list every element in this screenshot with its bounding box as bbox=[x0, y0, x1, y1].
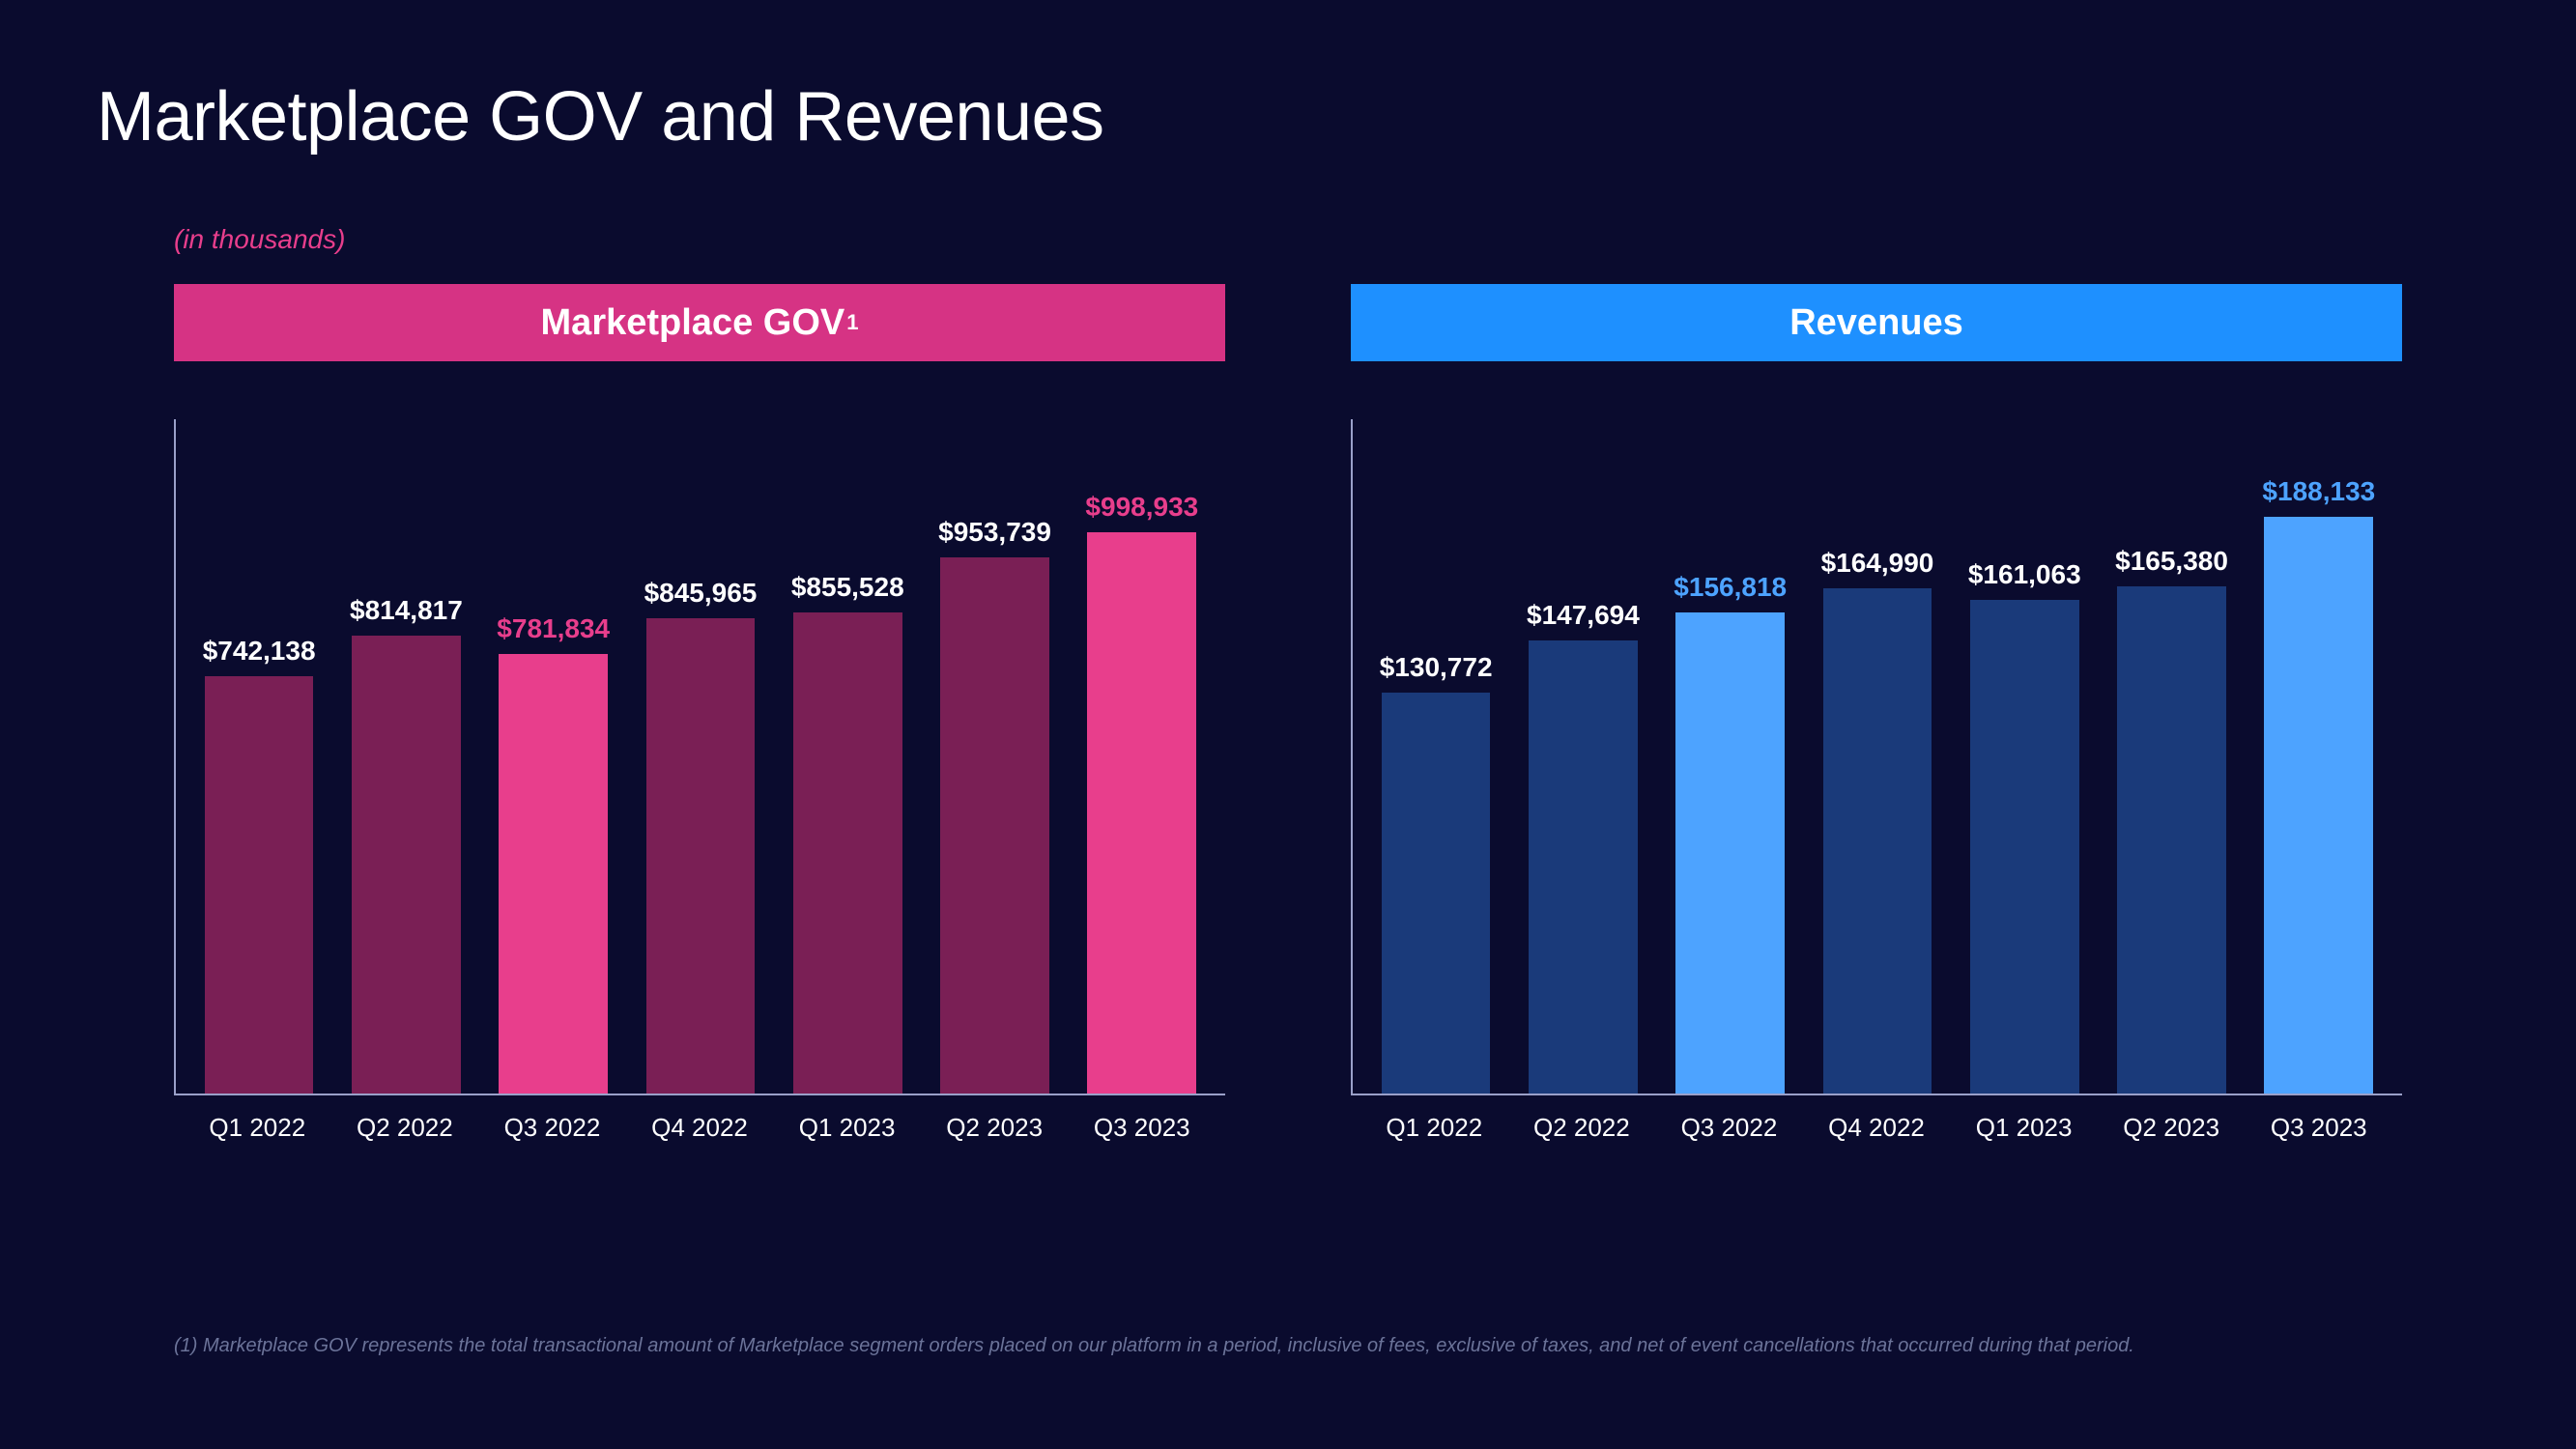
chart-panel-gov: Marketplace GOV1 $742,138 $814,817 $781,83… bbox=[174, 284, 1225, 1143]
bar bbox=[1382, 693, 1491, 1094]
slide-title: Marketplace GOV and Revenues bbox=[97, 77, 2479, 156]
bar-wrap: $814,817 bbox=[332, 419, 479, 1094]
bar-wrap: $781,834 bbox=[480, 419, 627, 1094]
bar-value-label: $998,933 bbox=[1085, 492, 1198, 523]
x-axis-label: Q2 2022 bbox=[1508, 1113, 1656, 1143]
bar bbox=[1529, 640, 1638, 1094]
x-axis-label: Q4 2022 bbox=[626, 1113, 774, 1143]
chart-header-revenues-label: Revenues bbox=[1789, 302, 1963, 344]
bar bbox=[2264, 517, 2373, 1094]
bar bbox=[646, 618, 756, 1094]
footnote: (1) Marketplace GOV represents the total… bbox=[174, 1335, 2402, 1357]
chart-header-gov-label: Marketplace GOV bbox=[541, 302, 845, 344]
bar-value-label: $953,739 bbox=[938, 517, 1051, 548]
bar-wrap: $147,694 bbox=[1509, 419, 1656, 1094]
bar bbox=[1823, 588, 1932, 1094]
chart-panel-revenues: Revenues $130,772 $147,694 $156,818 $164,99… bbox=[1351, 284, 2402, 1143]
bar-wrap: $130,772 bbox=[1362, 419, 1509, 1094]
x-axis-label: Q2 2023 bbox=[2098, 1113, 2246, 1143]
bar-wrap: $164,990 bbox=[1804, 419, 1951, 1094]
bar-value-label: $188,133 bbox=[2262, 476, 2375, 507]
bar-value-label: $147,694 bbox=[1527, 600, 1640, 631]
bar-value-label: $130,772 bbox=[1380, 652, 1493, 683]
chart-header-revenues: Revenues bbox=[1351, 284, 2402, 361]
bar bbox=[205, 676, 314, 1094]
bar-value-label: $845,965 bbox=[644, 578, 758, 609]
bar-wrap: $188,133 bbox=[2246, 419, 2392, 1094]
x-axis-label: Q3 2023 bbox=[1068, 1113, 1216, 1143]
bar-value-label: $165,380 bbox=[2115, 546, 2228, 577]
bars-gov: $742,138 $814,817 $781,834 $845,965 $855,528… bbox=[176, 419, 1225, 1094]
chart-header-gov-sup: 1 bbox=[846, 310, 858, 335]
x-axis-label: Q1 2022 bbox=[1360, 1113, 1508, 1143]
bar-value-label: $156,818 bbox=[1674, 572, 1787, 603]
x-axis-label: Q1 2023 bbox=[773, 1113, 921, 1143]
x-labels-revenues: Q1 2022Q2 2022Q3 2022Q4 2022Q1 2023Q2 20… bbox=[1351, 1113, 2402, 1143]
bar-wrap: $953,739 bbox=[921, 419, 1068, 1094]
bar-value-label: $781,834 bbox=[497, 613, 610, 644]
bar-wrap: $156,818 bbox=[1657, 419, 1804, 1094]
units-subtitle: (in thousands) bbox=[174, 224, 2479, 255]
x-labels-gov: Q1 2022Q2 2022Q3 2022Q4 2022Q1 2023Q2 20… bbox=[174, 1113, 1225, 1143]
bar bbox=[1675, 612, 1785, 1094]
x-axis-label: Q3 2023 bbox=[2245, 1113, 2392, 1143]
bar-value-label: $814,817 bbox=[350, 595, 463, 626]
bar-wrap: $855,528 bbox=[774, 419, 921, 1094]
bar bbox=[1970, 600, 2079, 1094]
bar-wrap: $165,380 bbox=[2098, 419, 2245, 1094]
x-axis-label: Q3 2022 bbox=[478, 1113, 626, 1143]
bars-revenues: $130,772 $147,694 $156,818 $164,990 $161,063… bbox=[1353, 419, 2402, 1094]
bar bbox=[2117, 586, 2226, 1094]
x-axis-label: Q2 2022 bbox=[331, 1113, 479, 1143]
charts-row: Marketplace GOV1 $742,138 $814,817 $781,83… bbox=[97, 284, 2479, 1143]
bar-wrap: $742,138 bbox=[186, 419, 332, 1094]
bar bbox=[352, 636, 461, 1094]
x-axis-label: Q4 2022 bbox=[1803, 1113, 1951, 1143]
bar bbox=[1087, 532, 1196, 1094]
chart-header-gov: Marketplace GOV1 bbox=[174, 284, 1225, 361]
bar-value-label: $742,138 bbox=[203, 636, 316, 667]
x-axis-label: Q2 2023 bbox=[921, 1113, 1069, 1143]
bar-value-label: $855,528 bbox=[791, 572, 904, 603]
chart-area-revenues: $130,772 $147,694 $156,818 $164,990 $161,063… bbox=[1351, 419, 2402, 1095]
x-axis-label: Q1 2022 bbox=[184, 1113, 331, 1143]
bar-wrap: $845,965 bbox=[627, 419, 774, 1094]
x-axis-label: Q1 2023 bbox=[1950, 1113, 2098, 1143]
bar bbox=[793, 612, 902, 1094]
bar-value-label: $161,063 bbox=[1968, 559, 2081, 590]
bar-wrap: $998,933 bbox=[1069, 419, 1216, 1094]
bar-wrap: $161,063 bbox=[1951, 419, 2098, 1094]
slide: Marketplace GOV and Revenues (in thousan… bbox=[0, 0, 2576, 1449]
bar bbox=[499, 654, 608, 1094]
chart-area-gov: $742,138 $814,817 $781,834 $845,965 $855,528… bbox=[174, 419, 1225, 1095]
bar bbox=[940, 557, 1049, 1094]
bar-value-label: $164,990 bbox=[1821, 548, 1934, 579]
x-axis-label: Q3 2022 bbox=[1655, 1113, 1803, 1143]
